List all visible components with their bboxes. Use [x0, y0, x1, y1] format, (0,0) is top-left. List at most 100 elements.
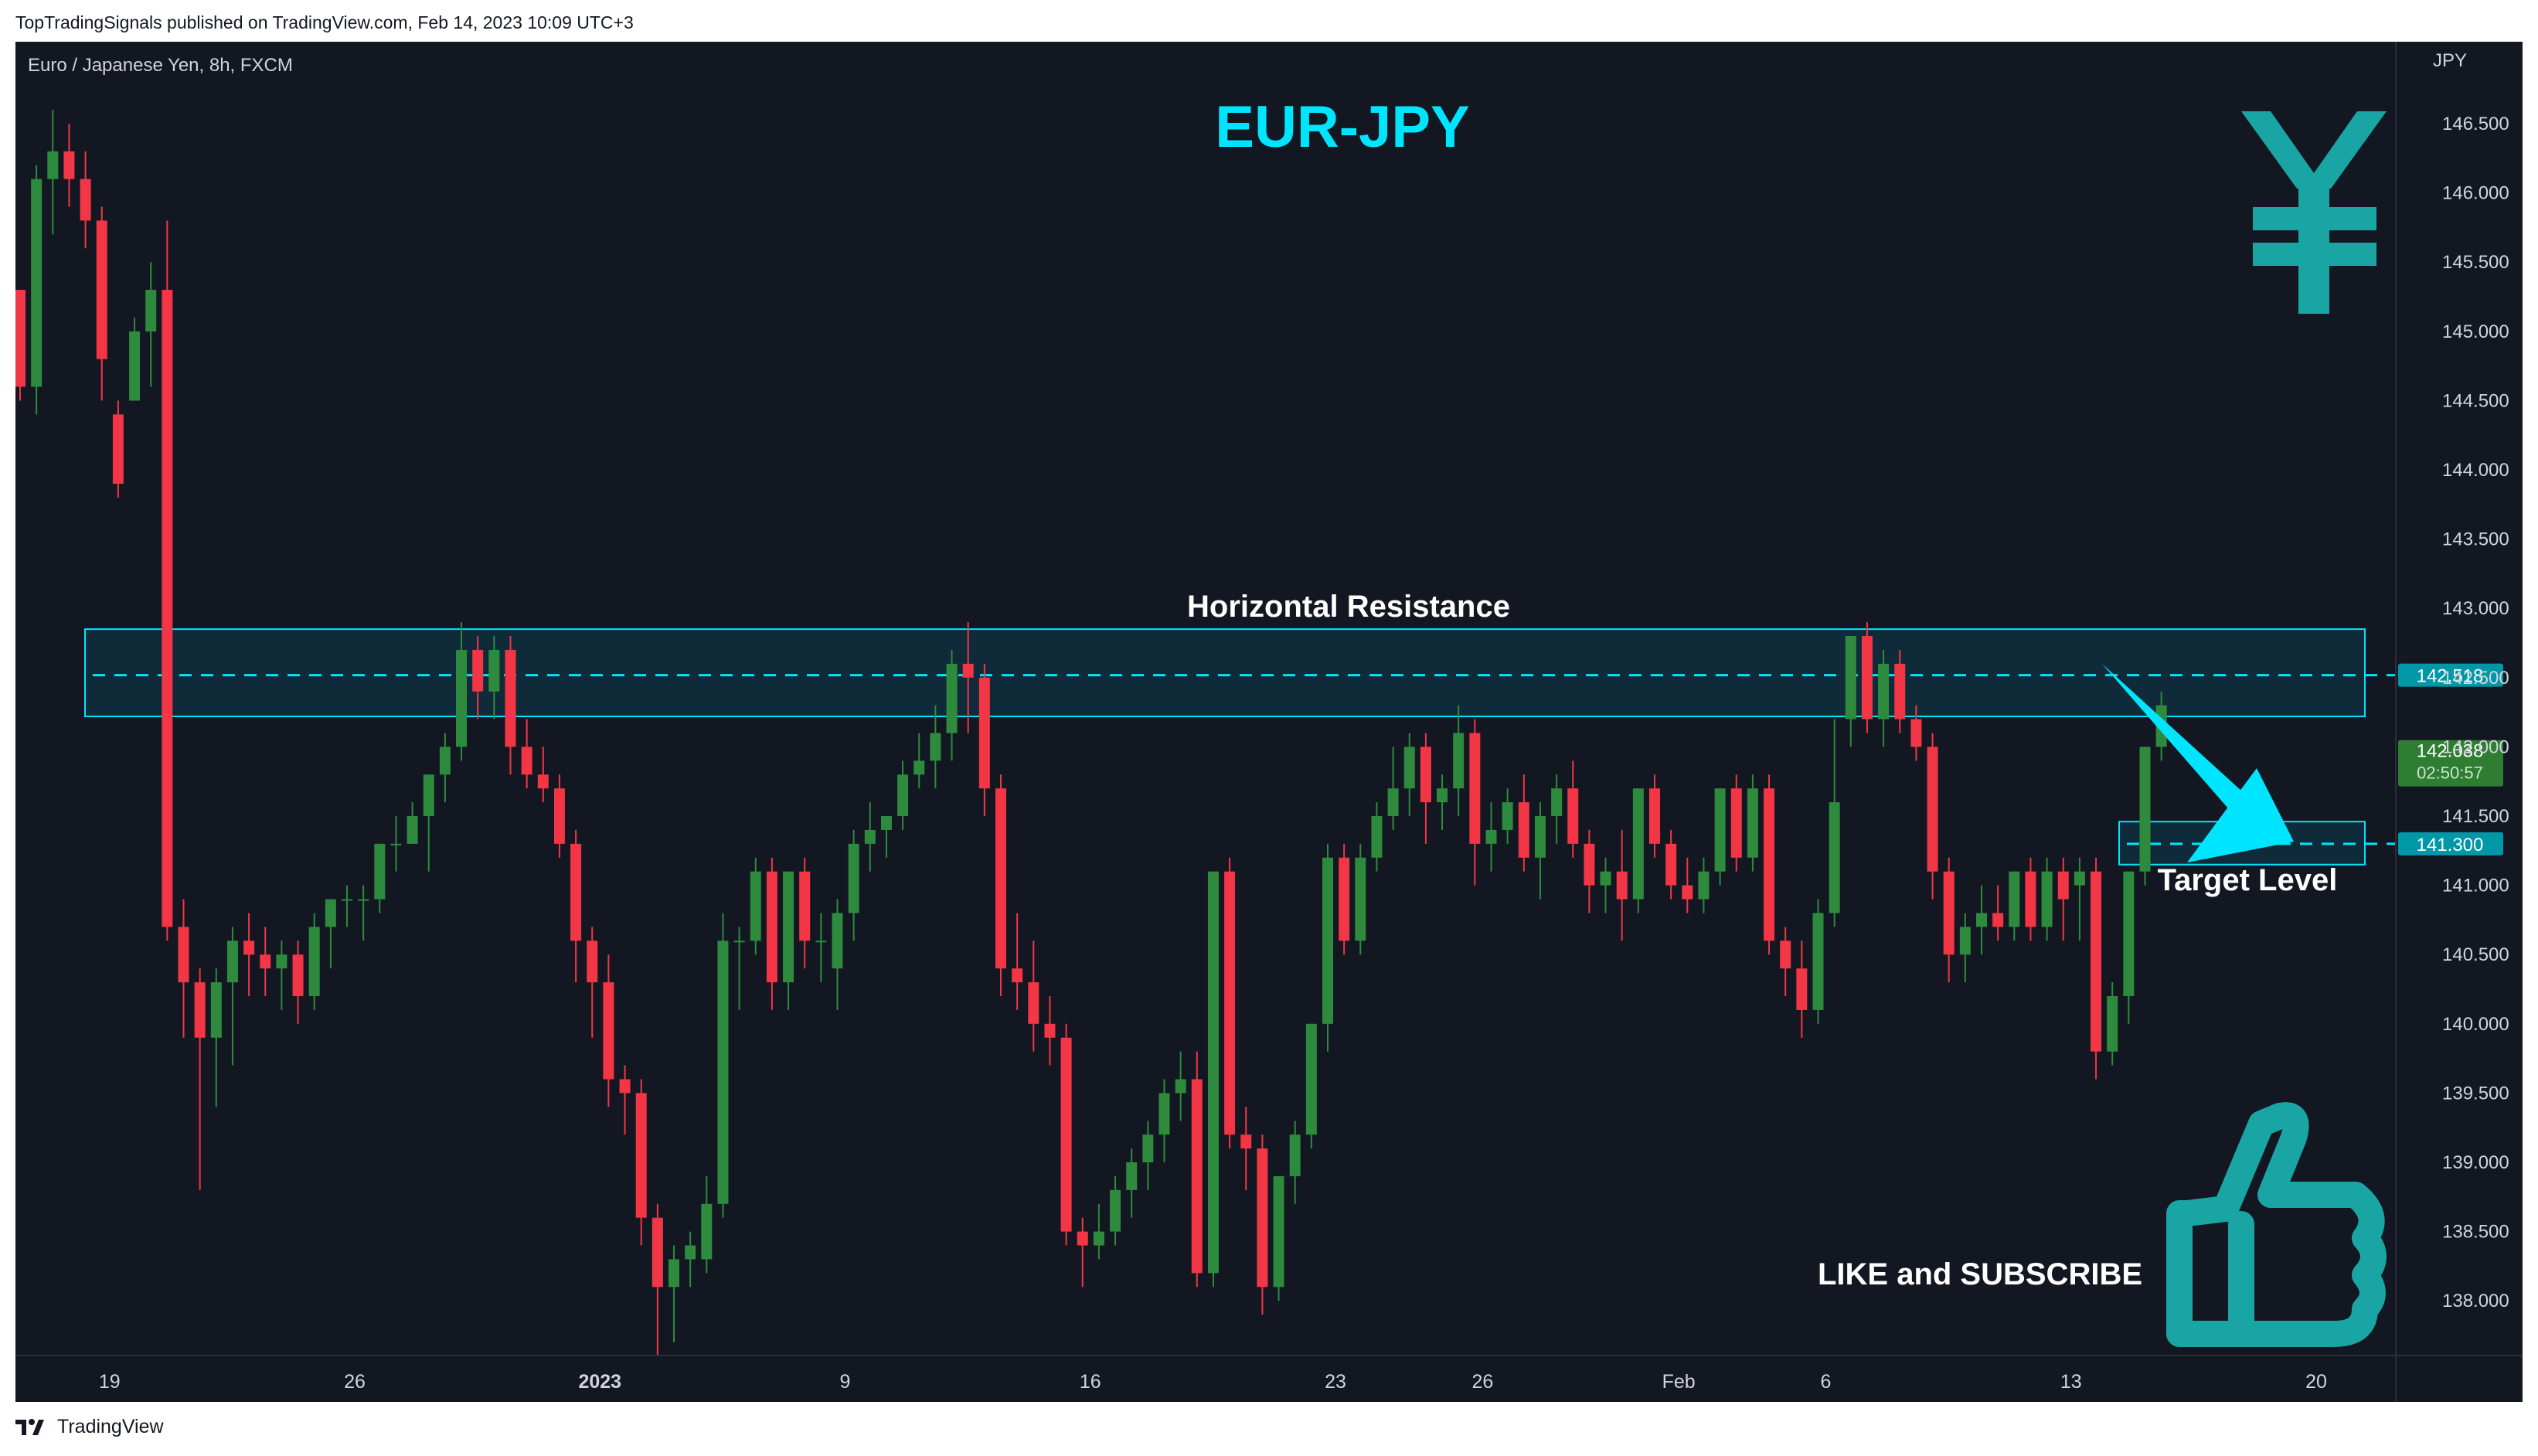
candle-body: [733, 941, 745, 943]
candle-body: [946, 663, 958, 733]
candle-body: [750, 871, 761, 941]
zone-0-label: Horizontal Resistance: [1187, 590, 1510, 624]
candle-body: [553, 788, 565, 844]
candle-body: [1632, 788, 1644, 900]
yen-icon: [2241, 111, 2387, 314]
y-tick-label: 142.500: [2442, 668, 2509, 689]
candle-body: [1616, 871, 1628, 900]
candle-body: [1943, 871, 1955, 955]
candle-body: [2025, 871, 2036, 927]
candle-body: [880, 816, 892, 830]
x-tick-label: Feb: [1662, 1371, 1696, 1393]
last-price-timer: 02:50:57: [2417, 764, 2483, 783]
candle-body: [701, 1203, 713, 1260]
zone-1-label: Target Level: [2158, 863, 2338, 897]
y-tick-label: 145.000: [2442, 321, 2509, 342]
candle-body: [832, 913, 843, 969]
candle-body: [848, 843, 859, 913]
candle-body: [2009, 871, 2020, 927]
candle-body: [1861, 636, 1873, 719]
x-tick-label: 19: [99, 1371, 121, 1393]
candle-body: [1976, 913, 1987, 927]
candle-body: [1044, 1023, 1056, 1038]
x-tick-label: 13: [2060, 1371, 2082, 1393]
candle-body: [1600, 871, 1611, 886]
candle-body: [1191, 1079, 1203, 1274]
y-tick-label: 142.000: [2442, 737, 2509, 757]
y-tick-label: 143.500: [2442, 529, 2509, 550]
candle-body: [1584, 843, 1595, 886]
like-subscribe-label: LIKE and SUBSCRIBE: [1818, 1257, 2142, 1291]
candle-body: [178, 927, 189, 983]
candle-body: [145, 290, 157, 332]
candle-body: [1551, 788, 1563, 816]
candle-body: [635, 1093, 647, 1218]
candle-body: [1927, 747, 1938, 872]
candle-body: [456, 649, 468, 747]
candle-body: [1110, 1189, 1121, 1232]
candle-body: [978, 677, 990, 789]
zone-0-box[interactable]: [84, 628, 2366, 717]
candle-body: [1665, 843, 1677, 886]
thumbs-up-icon: [2166, 1102, 2387, 1347]
candlestick-chart[interactable]: Horizontal Resistance Target Level Euro / …: [15, 42, 2523, 1402]
candle-body: [1289, 1135, 1301, 1176]
candle-body: [685, 1245, 696, 1260]
candle-body: [1714, 788, 1726, 872]
candle-body: [603, 982, 614, 1080]
candle-body: [1387, 788, 1399, 816]
y-tick-label: 140.000: [2442, 1014, 2509, 1035]
candle-body: [1796, 968, 1808, 1010]
last-price-tag: [2398, 740, 2503, 787]
candle-body: [15, 290, 26, 387]
zone-0-price-label: 142.518: [2417, 666, 2484, 687]
y-tick-label: 143.000: [2442, 598, 2509, 619]
candle-body: [1060, 1037, 1072, 1232]
x-tick-label: 26: [1471, 1371, 1493, 1393]
candle-body: [1207, 871, 1219, 1274]
candle-body: [292, 954, 304, 996]
candle-body: [1910, 719, 1922, 747]
y-tick-label: 139.500: [2442, 1083, 2509, 1104]
y-tick-label: 138.000: [2442, 1291, 2509, 1311]
candle-body: [619, 1079, 631, 1094]
candle-body: [1812, 913, 1824, 1010]
last-price-label: 142.038: [2417, 741, 2484, 762]
candle-body: [325, 899, 336, 927]
candle-body: [1142, 1135, 1154, 1162]
candle-body: [243, 941, 255, 955]
y-tick-label: 139.000: [2442, 1152, 2509, 1173]
candle-body: [521, 747, 532, 775]
candle-body: [864, 829, 876, 844]
candle-body: [1682, 885, 1693, 900]
candle-body: [1224, 871, 1236, 1135]
candle-body: [1322, 857, 1333, 1024]
candle-body: [766, 871, 777, 983]
chart-title: EUR-JPY: [1215, 94, 1469, 160]
candle-body: [1502, 802, 1513, 830]
candle-body: [1355, 857, 1366, 941]
candle-body: [407, 816, 418, 844]
candle-body: [162, 290, 173, 927]
candle-body: [194, 982, 206, 1038]
candle-body: [1339, 857, 1350, 941]
candle-body: [1730, 788, 1742, 858]
candle-body: [1158, 1093, 1170, 1135]
candle-body: [1371, 816, 1383, 858]
arrow-icon: [2187, 768, 2294, 862]
chart-area[interactable]: Horizontal Resistance Target Level Euro / …: [15, 42, 2523, 1402]
zone-1-price-label: 141.300: [2417, 835, 2484, 856]
zone-1-price-tag: [2398, 832, 2503, 856]
candle-body: [1829, 802, 1840, 913]
x-tick-label: 16: [1080, 1371, 1101, 1393]
footer-brand[interactable]: TradingView: [15, 1416, 164, 1438]
candle-body: [505, 649, 516, 747]
footer-brand-label: TradingView: [57, 1416, 164, 1437]
candle-body: [962, 663, 974, 678]
candle-body: [210, 982, 222, 1038]
candle-body: [80, 179, 91, 221]
candle-body: [390, 843, 402, 845]
candle-body: [1403, 747, 1415, 789]
candle-body: [930, 733, 941, 761]
candle-body: [1305, 1023, 1317, 1135]
